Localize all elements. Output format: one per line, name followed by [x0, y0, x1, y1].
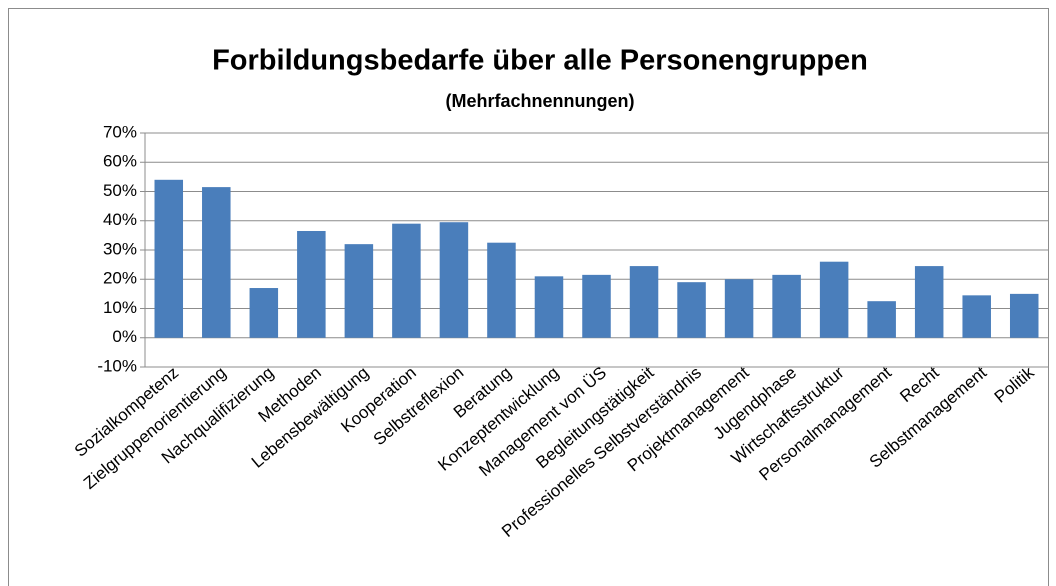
chart-subtitle: (Mehrfachnennungen) [446, 91, 635, 111]
chart-title: Forbildungsbedarfe über alle Personengru… [212, 45, 868, 77]
y-tick-label: 50% [103, 181, 137, 200]
bar [534, 276, 564, 338]
bar [582, 274, 611, 338]
bar [297, 230, 326, 338]
y-tick-label: 60% [103, 152, 137, 171]
bar [202, 187, 231, 338]
bar [772, 274, 801, 338]
bar [439, 222, 469, 338]
y-tick-label: 70% [103, 122, 137, 141]
y-tick-label: 40% [103, 210, 137, 229]
bar [1009, 293, 1039, 338]
bar [249, 288, 279, 338]
bar [677, 282, 706, 338]
y-tick-label: 30% [103, 239, 137, 258]
bar [724, 279, 754, 338]
bar [819, 261, 849, 338]
y-tick-label: 20% [103, 269, 137, 288]
y-tick-label: 10% [103, 298, 137, 317]
bar [629, 266, 659, 338]
bar [487, 242, 516, 338]
bar [392, 223, 421, 338]
bar [867, 301, 896, 338]
bar [914, 266, 944, 338]
bar [962, 295, 991, 338]
y-tick-label: -10% [97, 356, 137, 375]
bar [154, 179, 184, 338]
bar [344, 244, 374, 338]
y-tick-label: 0% [112, 327, 137, 346]
